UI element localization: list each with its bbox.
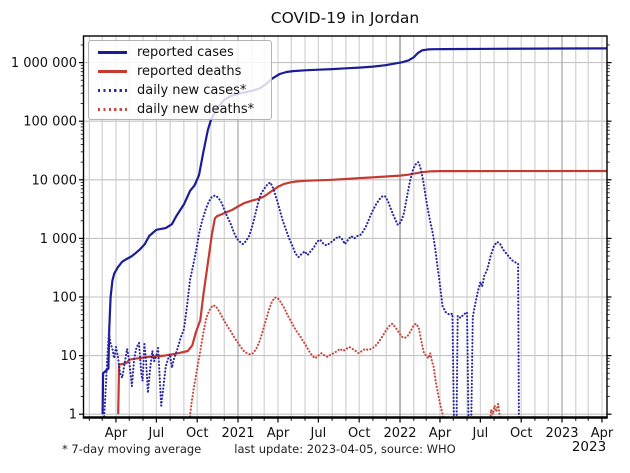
chart-title: COVID-19 in Jordan [270,9,420,27]
y-tick-label: 1 000 [40,232,77,247]
legend-item-reported-cases: reported cases [98,43,271,62]
legend-line-solid-red-icon [98,70,127,73]
x-tick-label: 2021 [221,426,254,441]
legend-label: reported cases [137,45,234,60]
series-daily-new-deaths [188,296,501,418]
legend-line-dotted-blue-icon [98,89,127,92]
series-daily-new-cases [103,161,520,418]
y-tick-label: 10 [60,349,77,364]
last-update-note: last update: 2023-04-05, source: WHO [234,442,456,456]
legend-line-solid-blue-icon [98,51,127,54]
x-tick-label: Oct [348,426,370,441]
legend-box: reported cases reported deaths daily new… [88,40,272,120]
moving-average-note: * 7-day moving average [62,442,202,456]
axis-corner-year-label: 2023 [571,439,607,455]
x-tick-label: Apr [105,426,128,441]
legend-label: daily new cases* [137,83,247,98]
x-tick-label: Oct [186,426,208,441]
x-tick-label: Apr [429,426,452,441]
y-tick-label: 10 000 [32,173,78,188]
legend-item-daily-new-deaths: daily new deaths* [98,100,271,119]
y-tick-label: 100 000 [23,115,77,130]
x-tick-label: Apr [591,426,614,441]
legend-item-daily-new-cases: daily new cases* [98,81,271,100]
y-tick-label: 100 [52,291,77,306]
x-tick-label: Oct [510,426,532,441]
x-tick-label: Jul [472,426,489,441]
x-tick-label: Apr [267,426,290,441]
legend-label: daily new deaths* [137,102,255,117]
legend-line-dotted-red-icon [98,108,127,111]
x-tick-label: 2023 [545,426,578,441]
legend-item-reported-deaths: reported deaths [98,62,271,81]
x-tick-label: 2022 [383,426,416,441]
legend-label: reported deaths [137,64,242,79]
series-reported-deaths [117,169,607,415]
y-tick-label: 1 000 000 [11,56,77,71]
axes-layer: Apr Jul Oct 2021 Apr Jul Oct 2022 Apr Jul Oct 2023 A… [11,35,614,441]
x-tick-label: Jul [148,426,165,441]
x-tick-label: Jul [310,426,327,441]
y-tick-label: 1 [69,408,77,423]
